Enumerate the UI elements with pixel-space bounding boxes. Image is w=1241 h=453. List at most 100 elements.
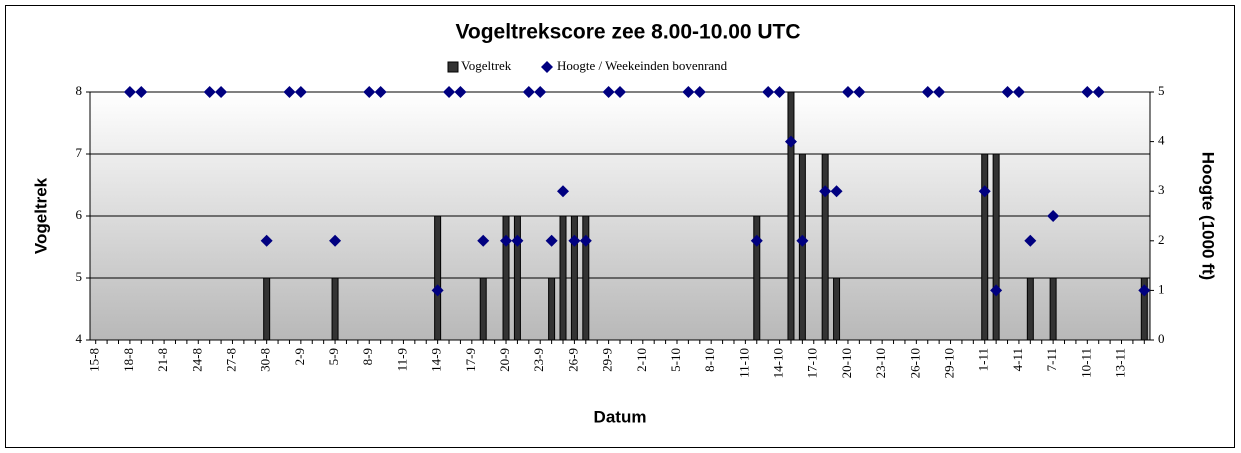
x-tick-label: 2-10	[634, 348, 649, 372]
x-axis-label: Datum	[594, 407, 647, 426]
marker	[784, 135, 797, 148]
marker	[260, 234, 273, 247]
marker	[693, 86, 706, 98]
y2-tick-label: 2	[1158, 232, 1165, 247]
marker	[477, 234, 490, 247]
marker	[135, 86, 148, 98]
x-tick-label: 2-9	[292, 348, 307, 365]
x-tick-label: 29-10	[942, 348, 957, 378]
x-tick-label: 1-11	[976, 348, 991, 371]
x-tick-label: 7-11	[1044, 348, 1059, 371]
bar	[434, 215, 442, 341]
bar	[833, 277, 841, 341]
bar	[513, 215, 521, 341]
bar	[787, 91, 795, 341]
marker	[602, 86, 615, 98]
y-tick-label: 5	[76, 269, 83, 284]
x-tick-label: 8-10	[702, 348, 717, 372]
y2-tick-label: 0	[1158, 331, 1165, 346]
marker	[374, 86, 387, 98]
marker	[1024, 234, 1037, 247]
bar	[263, 277, 271, 341]
chart-title: Vogeltrekscore zee 8.00-10.00 UTC	[455, 21, 800, 44]
bar	[331, 277, 339, 341]
marker	[830, 185, 843, 198]
marker	[454, 86, 467, 98]
x-tick-label: 4-11	[1010, 348, 1025, 371]
x-tick-label: 20-9	[497, 348, 512, 372]
bar	[559, 215, 567, 341]
legend-label: Vogeltrek	[461, 58, 512, 73]
x-tick-label: 11-10	[736, 348, 751, 378]
y2-axis-label: Hoogte (1000 ft)	[1199, 152, 1218, 280]
legend-swatch	[447, 61, 459, 73]
x-tick-label: 23-9	[531, 348, 546, 372]
y2-tick-label: 5	[1158, 83, 1165, 98]
marker	[329, 234, 342, 247]
marker	[1047, 210, 1060, 222]
x-tick-label: 5-10	[668, 348, 683, 372]
marker	[933, 86, 946, 98]
marker	[773, 86, 786, 98]
marker	[682, 86, 695, 98]
marker	[431, 284, 444, 297]
bar	[570, 215, 578, 341]
marker	[557, 185, 570, 198]
marker	[579, 234, 592, 247]
x-tick-label: 14-9	[429, 348, 444, 372]
x-tick-label: 23-10	[873, 348, 888, 378]
bar	[1140, 277, 1148, 341]
marker	[283, 86, 296, 98]
x-tick-label: 24-8	[189, 348, 204, 372]
x-tick-label: 13-11	[1112, 348, 1127, 378]
marker	[853, 86, 866, 98]
marker	[443, 86, 456, 98]
bar	[1049, 277, 1057, 341]
legend-label: Hoogte / Weekeinden bovenrand	[557, 58, 728, 73]
y-tick-label: 8	[76, 83, 83, 98]
bar	[548, 277, 556, 341]
marker	[978, 185, 991, 198]
x-tick-label: 5-9	[326, 348, 341, 365]
marker	[762, 86, 775, 98]
bar	[479, 277, 487, 341]
y2-tick-label: 3	[1158, 182, 1165, 197]
y-tick-label: 6	[76, 207, 83, 222]
marker	[921, 86, 934, 98]
legend: Vogeltrek Hoogte / Weekeinden bovenrand	[447, 58, 728, 73]
x-tick-label: 17-9	[463, 348, 478, 372]
marker	[215, 86, 228, 98]
marker	[796, 234, 809, 247]
x-tick-label: 17-10	[805, 348, 820, 378]
marker	[841, 86, 854, 98]
bar	[582, 215, 590, 341]
marker	[1081, 86, 1094, 98]
bar	[1026, 277, 1034, 341]
marker	[123, 86, 136, 98]
bar	[992, 153, 1000, 341]
x-tick-label: 11-9	[394, 348, 409, 371]
x-tick-label: 10-11	[1078, 348, 1093, 378]
x-tick-label: 20-10	[839, 348, 854, 378]
x-tick-label: 21-8	[155, 348, 170, 372]
x-tick-label: 8-9	[360, 348, 375, 365]
marker	[568, 234, 581, 247]
y2-tick-label: 1	[1158, 281, 1165, 296]
marker	[534, 86, 547, 98]
bar	[753, 215, 761, 341]
bar	[821, 153, 829, 341]
marker	[500, 234, 513, 247]
bar	[798, 153, 806, 341]
y-axis-label: Vogeltrek	[31, 177, 50, 254]
marker	[990, 284, 1003, 297]
marker	[1001, 86, 1014, 98]
marker	[363, 86, 376, 98]
x-tick-label: 30-8	[258, 348, 273, 372]
y-tick-label: 7	[76, 145, 83, 160]
x-tick-label: 18-8	[121, 348, 136, 372]
x-tick-label: 26-9	[565, 348, 580, 372]
marker	[294, 86, 307, 98]
x-tick-label: 14-10	[771, 348, 786, 378]
marker	[511, 234, 524, 247]
